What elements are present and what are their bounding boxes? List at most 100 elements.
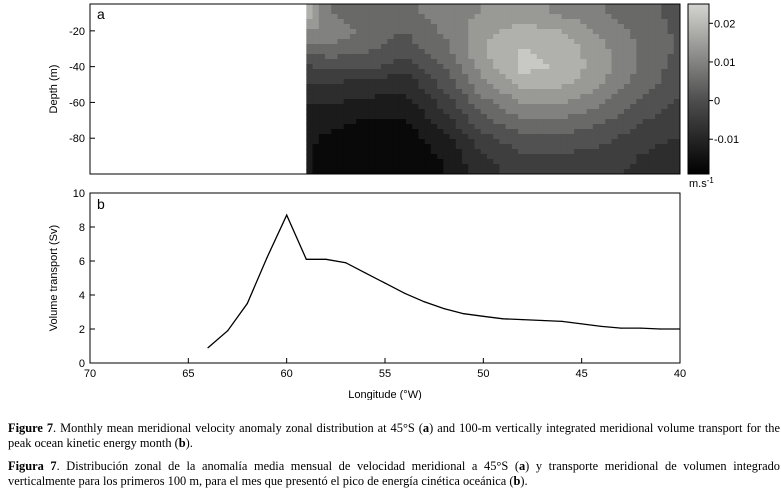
heatmap-cell: [399, 109, 407, 115]
heatmap-cell: [306, 49, 314, 55]
colorbar: 0.020.010-0.01 m.s-1: [687, 3, 739, 190]
heatmap-cell: [306, 169, 314, 174]
heatmap-cell: [474, 104, 482, 110]
heatmap-cell: [343, 24, 351, 30]
heatmap-cell: [661, 164, 669, 170]
heatmap-cell: [424, 9, 432, 15]
heatmap-cell: [437, 64, 444, 70]
heatmap-cell: [630, 129, 638, 135]
heatmap-cell: [387, 39, 395, 45]
heatmap-cell: [586, 164, 594, 170]
panel-a-ytick-label: -20: [69, 26, 85, 38]
heatmap-cell: [405, 69, 413, 75]
heatmap-cell: [599, 84, 606, 90]
heatmap-cell: [567, 34, 575, 40]
heatmap-cell: [592, 164, 600, 170]
heatmap-cell: [480, 49, 488, 55]
heatmap-cell: [648, 104, 656, 110]
heatmap-cell: [642, 124, 650, 130]
heatmap-cell: [499, 169, 507, 174]
heatmap-cell: [387, 29, 395, 35]
heatmap-cell: [399, 164, 407, 170]
heatmap-cell: [449, 19, 457, 25]
heatmap-cell: [318, 84, 326, 90]
heatmap-cell: [480, 44, 488, 50]
heatmap-cell: [542, 74, 550, 80]
heatmap-cell: [474, 54, 482, 60]
heatmap-cell: [518, 54, 525, 60]
heatmap-cell: [524, 39, 532, 45]
heatmap-cell: [667, 64, 675, 70]
heatmap-cell: [567, 19, 575, 25]
heatmap-cell: [387, 9, 395, 15]
heatmap-cell: [381, 114, 388, 120]
heatmap-cell: [524, 169, 532, 174]
heatmap-cell: [505, 29, 513, 35]
heatmap-cell: [424, 29, 432, 35]
heatmap-cell: [536, 129, 544, 135]
heatmap-cell: [636, 39, 644, 45]
heatmap-cell: [574, 14, 581, 20]
heatmap-cell: [511, 39, 519, 45]
heatmap-cell: [368, 64, 376, 70]
heatmap-cell: [617, 34, 625, 40]
heatmap-cell: [449, 134, 457, 140]
heatmap-cell: [536, 109, 544, 115]
heatmap-cell: [405, 144, 413, 150]
heatmap-cell: [580, 159, 588, 165]
heatmap-cell: [536, 124, 544, 130]
heatmap-cell: [655, 64, 662, 70]
heatmap-cell: [499, 64, 507, 70]
heatmap-cell: [655, 109, 662, 115]
heatmap-cell: [530, 29, 538, 35]
heatmap-cell: [493, 64, 500, 70]
heatmap-cell: [405, 9, 413, 15]
heatmap-cell: [337, 64, 345, 70]
heatmap-cell: [430, 84, 438, 90]
heatmap-cell: [468, 114, 476, 120]
heatmap-cell: [542, 164, 550, 170]
heatmap-cell: [580, 119, 588, 125]
heatmap-cell: [623, 49, 631, 55]
heatmap-cell: [630, 4, 638, 10]
heatmap-cell: [349, 54, 357, 60]
heatmap-cell: [405, 79, 413, 85]
heatmap-cell: [636, 9, 644, 15]
heatmap-cell: [468, 134, 476, 140]
volume-transport-point: [266, 257, 268, 259]
heatmap-cell: [574, 154, 581, 160]
heatmap-cell: [430, 99, 438, 105]
heatmap-cell: [530, 74, 538, 80]
heatmap-cell: [418, 144, 426, 150]
heatmap-cell: [368, 44, 376, 50]
heatmap-cell: [567, 134, 575, 140]
heatmap-cell: [574, 9, 581, 15]
heatmap-cell: [499, 89, 507, 95]
heatmap-cell: [306, 144, 314, 150]
heatmap-cell: [368, 119, 376, 125]
heatmap-cell: [667, 99, 675, 105]
heatmap-cell: [387, 64, 395, 70]
heatmap-cell: [356, 89, 363, 95]
heatmap-cell: [331, 144, 339, 150]
heatmap-cell: [362, 9, 370, 15]
heatmap-cell: [505, 44, 513, 50]
heatmap-cell: [393, 24, 401, 30]
heatmap-cell: [405, 84, 413, 90]
heatmap-cell: [306, 59, 314, 65]
heatmap-cell: [312, 89, 320, 95]
heatmap-cell: [655, 99, 662, 105]
heatmap-cell: [630, 74, 638, 80]
heatmap-cell: [368, 84, 376, 90]
heatmap-cell: [387, 54, 395, 60]
heatmap-cell: [542, 159, 550, 165]
heatmap-cell: [549, 109, 557, 115]
heatmap-cell: [630, 19, 638, 25]
heatmap-cell: [574, 39, 581, 45]
heatmap-cell: [412, 39, 420, 45]
heatmap-cell: [586, 169, 594, 174]
heatmap-cell: [443, 14, 451, 20]
heatmap-cell: [493, 169, 500, 174]
heatmap-cell: [493, 79, 500, 85]
colorbar-ticks: 0.020.010-0.01: [709, 18, 739, 146]
